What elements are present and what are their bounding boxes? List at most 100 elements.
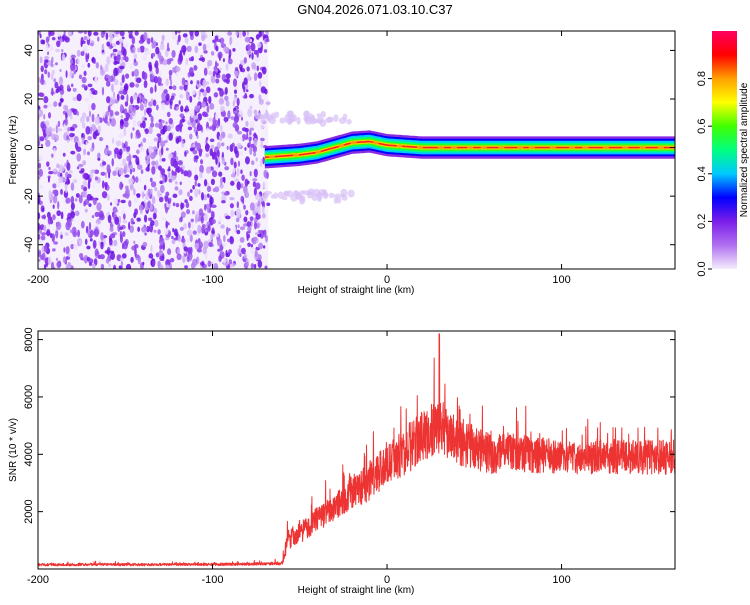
noise-blob	[221, 157, 225, 165]
noise-blob	[205, 153, 209, 158]
noise-blob	[94, 211, 100, 218]
noise-blob	[154, 186, 158, 192]
noise-blob	[48, 189, 52, 199]
noise-blob	[170, 95, 175, 101]
noise-blob	[169, 257, 175, 263]
noise-blob	[229, 203, 235, 209]
noise-blob	[136, 217, 141, 222]
noise-blob	[144, 128, 149, 135]
noise-blob	[55, 88, 59, 94]
noise-blob	[245, 120, 249, 127]
noise-blob	[249, 121, 255, 129]
noise-blob	[253, 49, 258, 55]
noise-blob	[187, 229, 193, 237]
noise-blob	[222, 58, 225, 63]
noise-blob	[41, 252, 46, 261]
noise-blob	[246, 31, 250, 36]
noise-blob	[110, 252, 116, 260]
noise-blob	[254, 249, 258, 258]
noise-blob	[94, 248, 99, 257]
noise-blob	[232, 168, 236, 174]
noise-blob	[175, 71, 179, 77]
noise-blob	[91, 113, 95, 123]
noise-blob	[184, 151, 187, 157]
spectrogram-plot-area	[38, 31, 675, 269]
noise-blob	[156, 189, 161, 198]
noise-blob	[100, 241, 104, 250]
noise-blob	[236, 97, 240, 107]
noise-blob	[187, 126, 193, 131]
noise-blob	[184, 199, 188, 204]
noise-blob	[209, 233, 214, 241]
noise-blob	[138, 146, 145, 153]
noise-blob	[249, 105, 253, 110]
noise-blob	[123, 127, 127, 137]
noise-blob	[71, 226, 77, 236]
noise-blob	[204, 143, 210, 152]
noise-blob	[128, 221, 131, 231]
noise-blob	[120, 95, 125, 100]
noise-blob	[239, 236, 245, 243]
noise-blob	[40, 65, 44, 73]
noise-blob	[211, 229, 215, 235]
noise-blob	[74, 198, 78, 202]
snr-x-tick-label: 0	[384, 574, 390, 586]
noise-blob	[60, 211, 64, 220]
noise-blob	[161, 34, 165, 42]
noise-blob	[124, 41, 128, 51]
noise-blob	[249, 216, 254, 221]
noise-blob	[43, 265, 47, 269]
noise-blob	[76, 146, 82, 152]
noise-blob	[55, 124, 59, 134]
noise-blob	[197, 113, 203, 121]
ridge-peak	[498, 145, 505, 150]
noise-blob	[159, 43, 165, 51]
noise-blob	[189, 133, 193, 140]
sideband-blob	[268, 116, 277, 125]
noise-blob	[119, 31, 125, 37]
colorbar-tick-label: 0.4	[696, 166, 708, 181]
noise-blob	[134, 176, 139, 183]
noise-blob	[51, 128, 56, 132]
noise-blob	[51, 36, 56, 41]
noise-blob	[82, 40, 86, 45]
noise-blob	[265, 39, 270, 43]
noise-blob	[119, 257, 124, 261]
noise-blob	[132, 188, 136, 196]
noise-blob	[47, 71, 50, 78]
noise-blob	[175, 181, 178, 185]
noise-blob	[77, 31, 84, 34]
spectrogram-x-tick-label: -200	[27, 274, 49, 286]
noise-blob	[53, 147, 56, 154]
noise-blob	[166, 58, 172, 65]
spectrogram-y-tick-label: 40	[23, 44, 35, 56]
noise-blob	[142, 137, 147, 143]
noise-blob	[186, 238, 190, 243]
noise-blob	[115, 140, 122, 147]
noise-blob	[173, 150, 177, 158]
noise-blob	[208, 208, 212, 214]
noise-blob	[136, 149, 140, 155]
noise-blob	[131, 36, 136, 45]
noise-blob	[256, 65, 259, 72]
noise-blob	[253, 72, 258, 81]
noise-blob	[152, 259, 156, 266]
noise-blob	[113, 60, 118, 66]
noise-blob	[70, 243, 75, 250]
noise-blob	[213, 262, 219, 269]
noise-blob	[168, 132, 173, 141]
noise-blob	[257, 72, 263, 79]
noise-blob	[239, 244, 242, 249]
noise-blob	[59, 165, 65, 172]
noise-blob	[246, 131, 249, 140]
noise-blob	[211, 144, 215, 149]
sideband-blob	[333, 196, 339, 204]
noise-blob	[184, 81, 189, 86]
spectrogram-x-axis-label: Height of straight line (km)	[298, 285, 415, 296]
noise-blob	[65, 246, 70, 255]
ridge-peak	[467, 145, 474, 150]
noise-blob	[38, 204, 41, 209]
noise-blob	[100, 171, 106, 176]
noise-blob	[241, 116, 244, 121]
